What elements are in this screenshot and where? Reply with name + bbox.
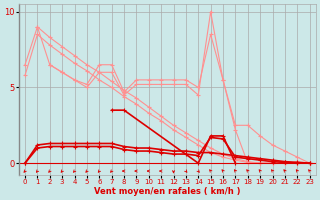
X-axis label: Vent moyen/en rafales ( km/h ): Vent moyen/en rafales ( km/h ) xyxy=(94,187,241,196)
